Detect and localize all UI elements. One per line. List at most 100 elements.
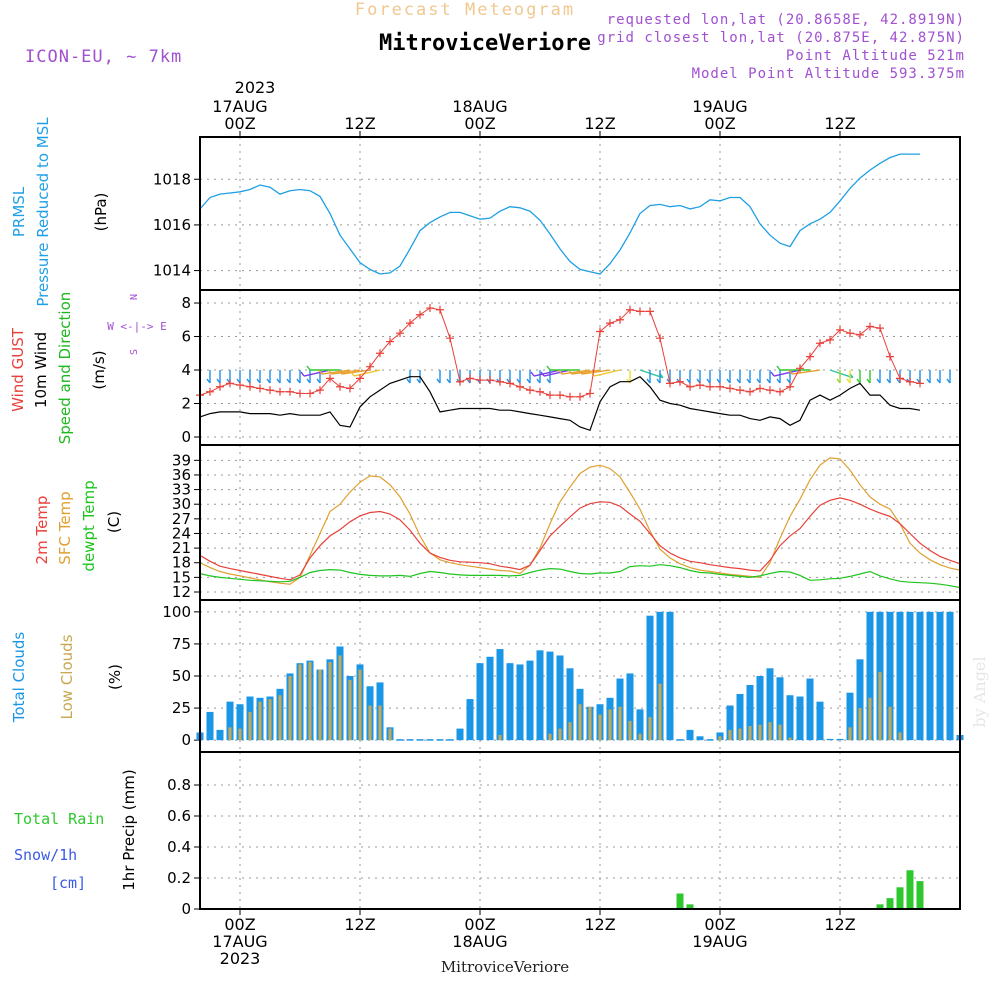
total-cloud-bar	[726, 705, 734, 741]
y-tick-label: 1016	[153, 216, 191, 234]
rain-bar	[896, 887, 904, 909]
wind-barb	[543, 369, 571, 377]
wind-barb-head	[568, 369, 573, 375]
low-cloud-bar	[738, 728, 742, 741]
wind-gust-marker	[916, 379, 924, 388]
chart-title: Forecast Meteogram	[355, 0, 575, 20]
clouds-labels: Total Clouds Low Clouds (%)	[10, 632, 124, 724]
wind-barb-head	[318, 369, 323, 375]
low-cloud-bar	[788, 737, 792, 741]
temp-dewpt-label: dewpt Temp	[80, 480, 98, 571]
wind-barb-head	[256, 378, 261, 384]
wind-barb-head	[856, 378, 861, 384]
total-cloud-bar	[796, 696, 804, 741]
total-cloud-bar	[426, 739, 434, 741]
wind-barb-head	[626, 378, 631, 384]
wind-gust-marker	[406, 319, 414, 328]
precip-panel: 0 0.2 0.4 0.6 0.8	[167, 751, 961, 918]
pressure-labels: PRMSL Pressure Reduced to MSL (hPa)	[10, 117, 110, 307]
wind-barb-head	[406, 378, 411, 384]
temp-2m-line	[199, 497, 961, 581]
wind-barb-head	[776, 365, 781, 371]
total-cloud-bar	[516, 664, 524, 741]
wind-10m-line	[199, 375, 921, 432]
wind-frame	[199, 289, 961, 446]
total-cloud-bar	[656, 611, 664, 741]
low-cloud-bar	[378, 705, 382, 741]
y-tick-label: 100	[162, 603, 191, 621]
wind-gust-marker	[736, 386, 744, 395]
wind-gust-marker	[256, 384, 264, 393]
wind-unit-label: (m/s)	[90, 350, 108, 389]
wind-barb	[639, 369, 664, 379]
bottom-time-label: 12Z	[584, 915, 615, 934]
wind-gust-marker	[266, 386, 274, 395]
wind-gust-marker	[746, 387, 754, 396]
panels: 1014101610180246812151821242730333639025…	[153, 137, 964, 918]
wind-gust-marker	[236, 381, 244, 390]
snow-label: Snow/1h	[14, 846, 77, 864]
low-cloud-bar	[578, 704, 582, 741]
low-cloud-bar	[748, 726, 752, 741]
wind-gust-marker	[636, 307, 644, 316]
low-cloud-bar	[878, 672, 882, 741]
total-cloud-bar	[846, 692, 854, 741]
y-tick-label: 0	[181, 731, 191, 749]
top-time-label: 17AUG	[212, 97, 267, 116]
bottom-time-label: 00Z	[704, 915, 735, 934]
total-cloud-bar	[786, 695, 794, 741]
rain-bar	[876, 904, 884, 909]
top-time-label: 12Z	[824, 114, 855, 133]
wind-barb-head	[656, 378, 661, 384]
wind-barb	[791, 369, 821, 375]
wind-gust-marker	[906, 377, 914, 386]
total-cloud-bar	[456, 728, 464, 741]
total-cloud-bar	[826, 738, 834, 741]
wind-barb-head	[746, 378, 751, 384]
bottom-time-label: 18AUG	[452, 932, 507, 951]
low-cloud-bar	[498, 735, 502, 741]
low-cloud-bar	[648, 717, 652, 741]
low-cloud-bar	[548, 733, 552, 741]
total-cloud-bar	[216, 729, 224, 741]
low-cloud-bar	[568, 722, 572, 741]
closest-coords: grid closest lon,lat (20.875E, 42.875N)	[597, 30, 965, 46]
total-cloud-bar	[866, 611, 874, 741]
wind-barb-head	[338, 369, 343, 375]
wind-barb-head	[306, 378, 311, 384]
wind-barb-head	[516, 378, 521, 384]
credit-text: by Angel	[970, 656, 989, 727]
wind-gust-marker	[506, 379, 514, 388]
wind-gust-marker	[766, 386, 774, 395]
total-cloud-bar	[936, 611, 944, 741]
wind-gust-marker	[526, 386, 534, 395]
wind-gust-marker	[596, 327, 604, 336]
total-cloud-bar	[506, 663, 514, 741]
wind-gust-marker	[616, 315, 624, 324]
wind-gust-marker	[856, 330, 864, 339]
total-cloud-bar	[766, 668, 774, 741]
wind-barb-head	[736, 378, 741, 384]
model-label: ICON-EU, ~ 7km	[25, 47, 182, 67]
total-cloud-bar	[746, 684, 754, 741]
wind-gust-marker	[386, 337, 394, 346]
wind-gust-marker	[716, 382, 724, 391]
rain-bar	[686, 904, 694, 909]
pressure-panel: 1014 1016 1018	[153, 136, 961, 291]
wind-gust-marker	[726, 384, 734, 393]
bottom-time-label: 12Z	[344, 915, 375, 934]
total-cloud-bar	[856, 659, 864, 741]
wind-barb-head	[886, 378, 891, 384]
total-cloud-bar	[676, 739, 684, 741]
wind-barb-head	[866, 378, 871, 384]
low-cloud-bar	[238, 728, 242, 741]
total-cloud-bar	[836, 738, 844, 741]
total-cloud-bar	[646, 615, 654, 741]
top-time-label: 00Z	[704, 114, 735, 133]
y-tick-label: 18	[172, 554, 191, 572]
bottom-time-label: 00Z	[464, 915, 495, 934]
y-tick-label: 39	[172, 451, 191, 469]
low-cloud-bar	[778, 724, 782, 741]
low-cloud-bar	[658, 683, 662, 741]
wind-10m-label: 10m Wind	[32, 332, 50, 408]
